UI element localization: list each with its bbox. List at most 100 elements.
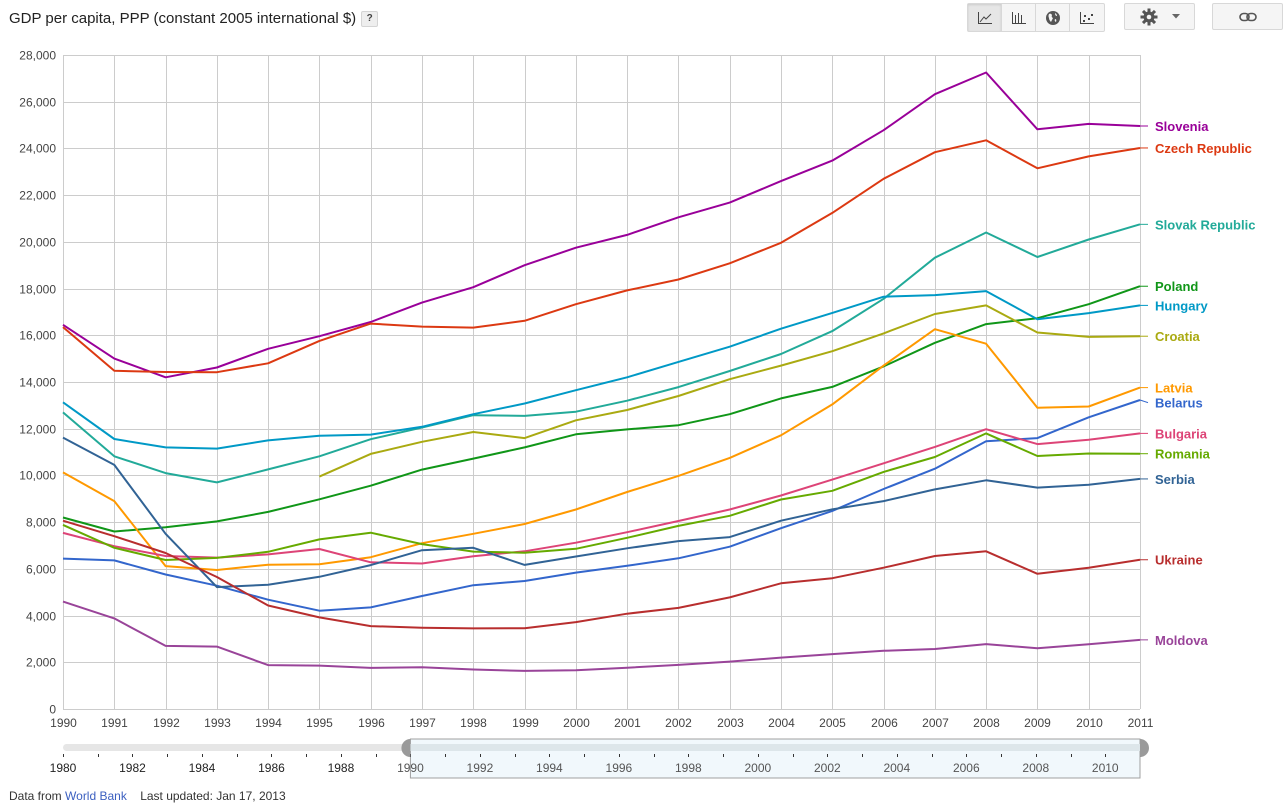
x-tick-label: 2002 [665,716,692,730]
legend-label[interactable]: Bulgaria [1155,426,1208,441]
timeline-label: 1984 [189,761,216,775]
series-line-bulgaria[interactable] [62,428,1141,565]
timeline-label: 1996 [606,761,633,775]
series-line-romania[interactable] [62,432,1141,561]
y-tick-label: 2,000 [26,656,56,670]
scatter-chart-button[interactable] [1070,4,1104,31]
y-tick-label: 14,000 [19,376,56,390]
source-prefix: Data from [9,789,62,803]
legend-label[interactable]: Slovak Republic [1155,217,1255,232]
series-line-slovenia[interactable] [62,71,1141,379]
y-tick-label: 0 [49,703,56,717]
footer: Data from World Bank Last updated: Jan 1… [9,789,286,803]
x-tick-label: 2009 [1024,716,1051,730]
series-line-ukraine[interactable] [62,519,1141,630]
x-tick-label: 2000 [563,716,590,730]
timeline-label: 2004 [883,761,910,775]
line-chart-icon [977,11,992,24]
x-tick-label: 1994 [255,716,282,730]
series-line-latvia[interactable] [62,328,1141,571]
legend-label[interactable]: Latvia [1155,381,1193,396]
series-line-moldova[interactable] [62,600,1141,672]
chart-title-text: GDP per capita, PPP (constant 2005 inter… [9,10,357,27]
timeline-label: 2010 [1092,761,1119,775]
x-tick-label: 1995 [306,716,333,730]
caret-down-icon [1171,14,1180,19]
timeline-label: 2008 [1022,761,1049,775]
x-tick-label: 2008 [973,716,1000,730]
y-tick-label: 12,000 [19,423,56,437]
x-tick-label: 1990 [50,716,77,730]
legend-label[interactable]: Romania [1155,447,1211,462]
x-tick-label: 2006 [871,716,898,730]
x-tick-label: 2005 [819,716,846,730]
y-tick-label: 20,000 [19,236,56,250]
legend-label[interactable]: Croatia [1155,329,1201,344]
y-tick-label: 28,000 [19,49,56,63]
line-chart: 0 2,000 4,000 6,000 8,000 10,000 12,000 14,000 1… [19,49,1255,779]
timeline-start-handle[interactable] [401,739,411,757]
x-tick-label: 2007 [922,716,949,730]
series-line-slovak-republic[interactable] [62,223,1141,484]
timeline-label: 2006 [953,761,980,775]
x-tick-label: 2001 [614,716,641,730]
globe-icon [1045,10,1060,25]
legend-label[interactable]: Serbia [1155,472,1196,487]
timeline-label: 1992 [467,761,494,775]
legend-label[interactable]: Slovenia [1155,119,1209,134]
legend-label[interactable]: Ukraine [1155,553,1203,568]
series-line-czech-republic[interactable] [62,139,1141,374]
last-updated: Last updated: Jan 17, 2013 [140,789,286,803]
timeline-label: 2002 [814,761,841,775]
timeline-label: 1982 [119,761,146,775]
legend-label[interactable]: Poland [1155,279,1198,294]
chart-type-toolbar [967,3,1105,32]
bar-chart-icon [1011,11,1026,24]
timeline-end-handle[interactable] [1140,739,1149,757]
series-line-croatia[interactable] [318,304,1141,478]
series-line-poland[interactable] [62,285,1141,533]
y-tick-label: 4,000 [26,610,56,624]
y-tick-label: 22,000 [19,189,56,203]
gear-icon [1140,8,1157,25]
timeline-label: 1990 [397,761,424,775]
x-tick-label: 1998 [460,716,487,730]
legend-label[interactable]: Hungary [1155,298,1209,313]
x-tick-label: 2004 [768,716,795,730]
world-bank-link[interactable]: World Bank [65,789,127,803]
x-tick-label: 2010 [1076,716,1103,730]
legend-leader [1139,399,1149,404]
y-tick-label: 6,000 [26,563,56,577]
series-line-belarus[interactable] [62,399,1141,612]
timeline-label: 2000 [744,761,771,775]
timeline-label: 1980 [50,761,77,775]
series-line-hungary[interactable] [62,290,1141,450]
map-button[interactable] [1036,4,1070,31]
y-axis-ticks: 0 2,000 4,000 6,000 8,000 10,000 12,000 14,000 1… [19,49,56,717]
help-button[interactable]: ? [361,11,379,27]
legend-label[interactable]: Czech Republic [1155,141,1252,156]
legend-label[interactable]: Moldova [1155,633,1208,648]
x-axis-ticks: 1990 1991 1992 1993 1994 1995 1996 1997 1998 1999… [50,716,1154,730]
timeline-selected-track [410,744,1141,751]
x-tick-label: 2003 [717,716,744,730]
series-line-serbia[interactable] [62,436,1141,589]
y-tick-label: 24,000 [19,142,56,156]
bar-chart-button[interactable] [1002,4,1036,31]
chart-series [62,71,1141,672]
timeline-label: 1988 [328,761,355,775]
y-tick-label: 16,000 [19,329,56,343]
line-chart-button[interactable] [968,4,1002,31]
share-link-button[interactable] [1212,3,1283,30]
y-tick-label: 26,000 [19,96,56,110]
time-range-slider[interactable]: 1980 1982 1984 1986 1988 1990 1992 1994 1996 1998… [50,738,1149,779]
settings-button[interactable] [1124,3,1195,30]
x-tick-label: 1996 [358,716,385,730]
legend-label[interactable]: Belarus [1155,396,1203,411]
timeline-label: 1986 [258,761,285,775]
x-tick-label: 2011 [1128,716,1154,730]
chart-legend: Slovenia Czech Republic Slovak Republic Pol… [1139,119,1255,648]
chart-type-group [967,3,1105,32]
x-tick-label: 1991 [101,716,128,730]
y-tick-label: 18,000 [19,283,56,297]
